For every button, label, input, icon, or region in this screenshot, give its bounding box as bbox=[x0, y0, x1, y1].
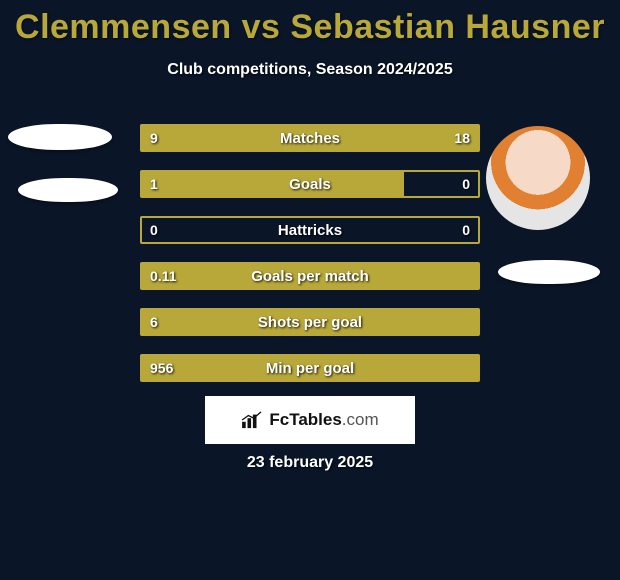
date-label: 23 february 2025 bbox=[0, 454, 620, 472]
stats-container: 9Matches181Goals00Hattricks00.11Goals pe… bbox=[140, 124, 480, 400]
player-right-avatar bbox=[486, 126, 590, 230]
stat-label: Min per goal bbox=[142, 360, 478, 377]
stat-row: 9Matches18 bbox=[140, 124, 480, 152]
stat-label: Hattricks bbox=[142, 222, 478, 239]
stat-row: 956Min per goal bbox=[140, 354, 480, 382]
stat-label: Shots per goal bbox=[142, 314, 478, 331]
player-left-chip-2 bbox=[18, 178, 118, 202]
stat-label: Matches bbox=[142, 130, 478, 147]
stat-value-right: 0 bbox=[462, 222, 470, 238]
badge-strong: FcTables bbox=[269, 410, 341, 429]
badge-light: .com bbox=[342, 410, 379, 429]
stat-label: Goals per match bbox=[142, 268, 478, 285]
stat-row: 0Hattricks0 bbox=[140, 216, 480, 244]
stat-row: 0.11Goals per match bbox=[140, 262, 480, 290]
player-left-chip-1 bbox=[8, 124, 112, 150]
stat-row: 1Goals0 bbox=[140, 170, 480, 198]
stat-value-right: 18 bbox=[454, 130, 470, 146]
source-badge: FcTables.com bbox=[205, 396, 415, 444]
page-title: Clemmensen vs Sebastian Hausner bbox=[0, 0, 620, 47]
chart-icon bbox=[241, 411, 263, 429]
badge-text: FcTables.com bbox=[269, 410, 378, 430]
player-right-chip bbox=[498, 260, 600, 284]
stat-label: Goals bbox=[142, 176, 478, 193]
stat-row: 6Shots per goal bbox=[140, 308, 480, 336]
stat-value-right: 0 bbox=[462, 176, 470, 192]
subtitle: Club competitions, Season 2024/2025 bbox=[0, 61, 620, 79]
